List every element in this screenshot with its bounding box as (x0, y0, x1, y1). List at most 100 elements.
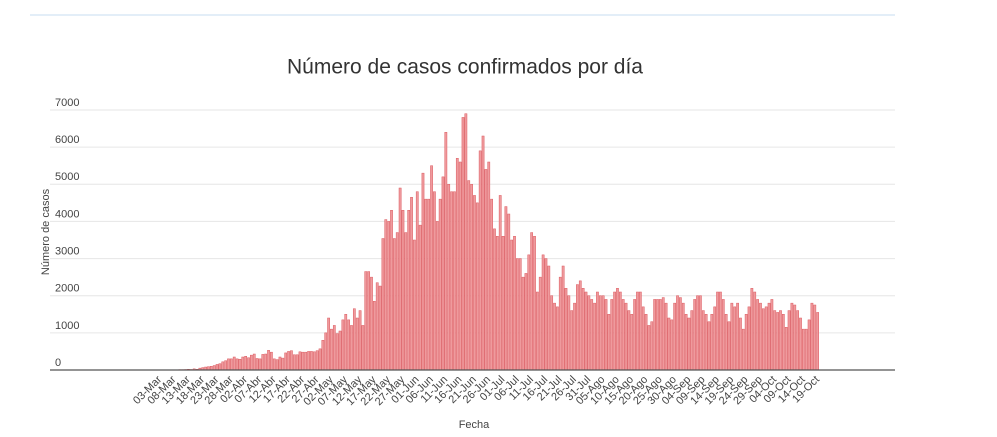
y-tick-label: 2000 (55, 283, 79, 295)
bar (398, 187, 402, 371)
bar (736, 302, 739, 371)
bar (679, 297, 682, 371)
bar (561, 265, 565, 371)
bar (810, 302, 814, 371)
bar (230, 358, 233, 371)
bar (250, 354, 253, 371)
bar (304, 351, 308, 371)
bar (699, 295, 702, 371)
bar (759, 302, 762, 371)
bar (613, 291, 616, 371)
bar (375, 282, 379, 371)
bar (701, 310, 705, 371)
bar (796, 310, 799, 371)
y-tick-label: 4000 (55, 208, 79, 220)
bar (727, 321, 731, 371)
bar (264, 353, 268, 371)
bar (455, 158, 459, 371)
bar (684, 314, 688, 371)
bar (556, 306, 559, 371)
y-tick-label: 7000 (55, 97, 79, 109)
bar (590, 299, 594, 371)
bar (704, 314, 708, 371)
bar (744, 314, 748, 371)
bar (524, 273, 528, 371)
bar (327, 317, 330, 371)
bar (610, 299, 614, 371)
bar (450, 191, 453, 371)
bar (790, 302, 794, 371)
bar (587, 295, 591, 371)
bar (621, 299, 625, 371)
bar (564, 288, 568, 371)
bar (533, 236, 536, 371)
bar (761, 308, 765, 371)
bar (241, 356, 245, 371)
bar (298, 351, 302, 371)
bar (498, 195, 502, 371)
bar (741, 328, 745, 371)
bar (315, 350, 319, 371)
bar (676, 295, 679, 371)
bar (733, 306, 737, 371)
bar (361, 325, 365, 371)
bar (218, 363, 222, 371)
bar (530, 232, 534, 371)
bar (813, 304, 817, 371)
bar (644, 314, 648, 371)
bar (281, 357, 285, 371)
bar (550, 295, 554, 371)
bar (290, 350, 293, 371)
bar (558, 276, 562, 371)
bar (659, 299, 662, 371)
bar (713, 306, 717, 371)
bar (301, 351, 305, 371)
bar (453, 191, 456, 371)
bar (578, 280, 582, 371)
bar (521, 276, 525, 371)
bar (538, 276, 542, 371)
bar (536, 291, 539, 371)
bar (481, 135, 485, 371)
bar (267, 350, 270, 371)
bar (224, 360, 227, 371)
bar (444, 132, 448, 371)
bar (544, 258, 548, 371)
bar (518, 258, 522, 371)
bar (750, 288, 754, 371)
bar (475, 202, 479, 371)
bar (413, 239, 416, 371)
bar (807, 319, 811, 371)
bar (593, 302, 596, 371)
bar (393, 238, 396, 371)
bar (232, 356, 236, 371)
y-tick-label: 0 (55, 357, 61, 369)
bar (618, 291, 622, 371)
bar (341, 319, 345, 371)
bar (215, 364, 219, 371)
bar (598, 295, 602, 371)
bar (776, 312, 779, 371)
bar (427, 198, 431, 371)
bar (272, 358, 276, 371)
bar (470, 184, 473, 371)
bar (493, 228, 496, 371)
y-axis-label: Número de casos (40, 188, 52, 275)
bar (312, 351, 316, 371)
bar (653, 299, 656, 371)
bar (367, 271, 370, 371)
bar (244, 356, 248, 371)
bar (724, 314, 728, 371)
bar (573, 302, 576, 371)
bar (221, 361, 225, 371)
bar (710, 314, 714, 371)
bar (730, 302, 734, 371)
bar (418, 224, 422, 371)
bar (212, 365, 216, 371)
bar (292, 354, 296, 371)
bar (673, 302, 677, 371)
bar (364, 271, 368, 371)
bar (478, 150, 482, 371)
bar (547, 265, 551, 371)
bar (401, 210, 405, 371)
